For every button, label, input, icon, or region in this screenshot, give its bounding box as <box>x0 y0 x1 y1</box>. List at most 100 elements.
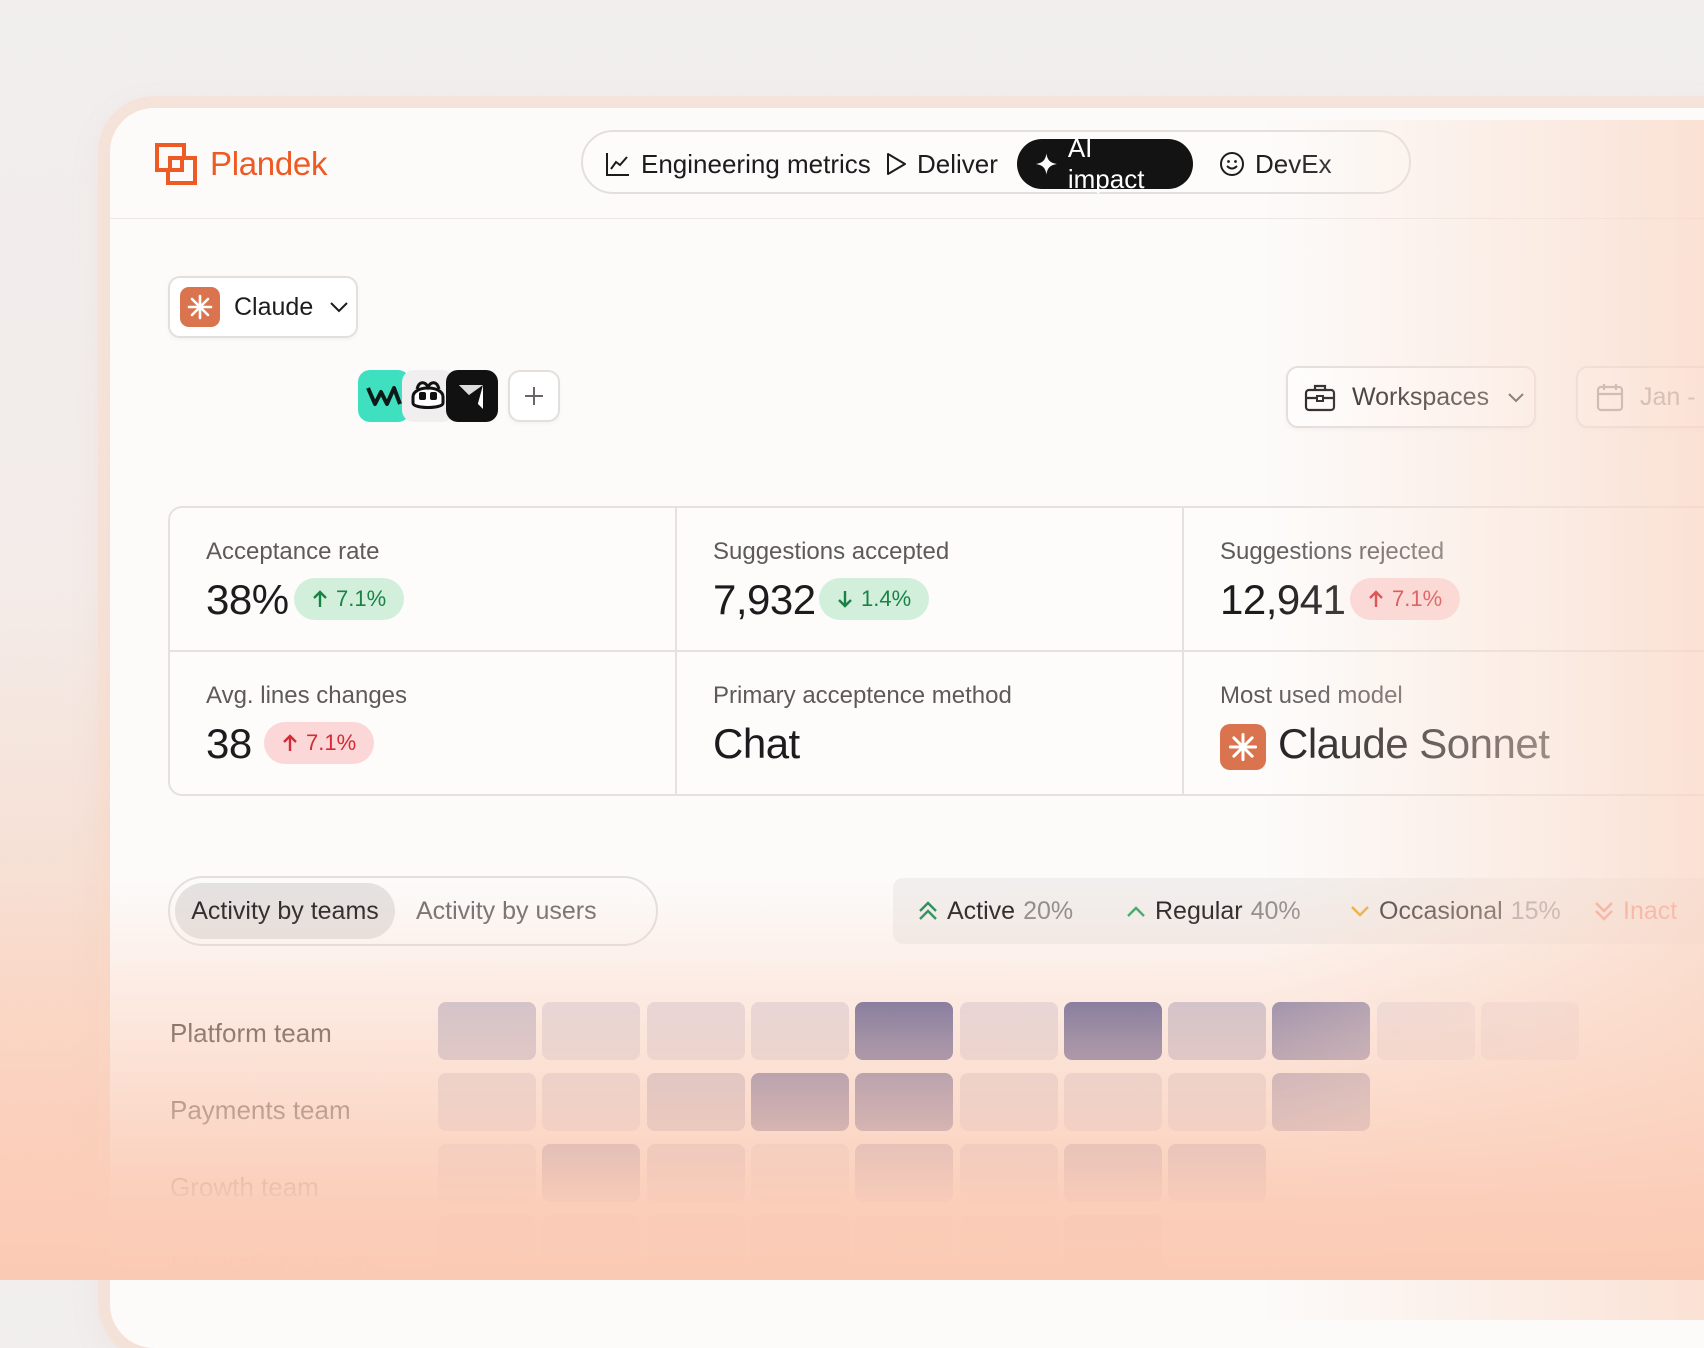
nav-label: AI impact <box>1067 133 1145 194</box>
heatmap-cell[interactable] <box>959 1073 1058 1131</box>
heatmap-cell[interactable] <box>750 1215 849 1273</box>
heatmap-cell[interactable] <box>1168 1002 1267 1060</box>
heatmap-cell[interactable] <box>750 1144 849 1202</box>
chevron-down-icon <box>1508 392 1524 402</box>
assistant-dropdown[interactable]: Claude <box>168 276 358 338</box>
heatmap-cell[interactable] <box>1481 1002 1579 1060</box>
heatmap-cell[interactable] <box>542 1215 641 1273</box>
change-value: 1.4% <box>861 586 912 611</box>
double-chevron-up-icon <box>919 901 937 920</box>
team-label-integrations[interactable]: Integrations team <box>170 1249 371 1279</box>
heatmap-cell[interactable] <box>1272 1073 1371 1131</box>
heatmap-cell[interactable] <box>1063 1002 1162 1060</box>
workspaces-dropdown[interactable]: Workspaces <box>1286 366 1536 428</box>
legend-occasional: Occasional 15% <box>1349 878 1561 944</box>
heatmap-cell[interactable] <box>646 1215 745 1273</box>
heatmap-cell[interactable] <box>959 1215 1058 1273</box>
change-value: 7.1% <box>1392 586 1443 611</box>
heatmap-cell[interactable] <box>542 1144 641 1202</box>
tab-activity-by-users[interactable]: Activity by users <box>416 883 597 939</box>
brand-name: Plandek <box>210 145 328 182</box>
metric-value: 38% <box>206 576 289 623</box>
heatmap-cell[interactable] <box>438 1002 536 1060</box>
chevron-down-icon <box>1351 906 1369 917</box>
metric-label: Avg. lines changes <box>206 682 408 709</box>
plandek-logo-icon <box>155 143 197 185</box>
date-label: Jan - <box>1640 382 1696 411</box>
metric-avg-lines-changes: Avg. lines changes 38 7.1% <box>170 652 675 796</box>
heatmap-cell[interactable] <box>855 1144 954 1202</box>
legend-pct: 20% <box>1023 896 1074 925</box>
team-label-growth[interactable]: Growth team <box>170 1172 319 1202</box>
metric-acceptance-rate: Acceptance rate 38% 7.1% <box>170 508 675 650</box>
heatmap-cell[interactable] <box>750 1073 849 1131</box>
tab-label: Activity by teams <box>191 896 379 925</box>
team-label-platform[interactable]: Platform team <box>170 1018 332 1048</box>
legend-inactive: Inact <box>1593 878 1677 944</box>
heatmap-cell[interactable] <box>750 1002 849 1060</box>
change-badge: 7.1% <box>1350 578 1461 620</box>
heatmap-cell[interactable] <box>646 1002 745 1060</box>
plandek-logo[interactable]: Plandek <box>154 142 327 186</box>
nav-devex[interactable]: DevEx <box>1219 139 1332 189</box>
metric-suggestions-rejected: Suggestions rejected 12,941 7.1% <box>1184 508 1704 650</box>
team-label-payments[interactable]: Payments team <box>170 1095 351 1125</box>
heatmap-cell[interactable] <box>855 1073 954 1131</box>
tab-activity-by-teams[interactable]: Activity by teams <box>175 883 395 939</box>
legend-label: Inact <box>1623 896 1678 925</box>
metric-value: Claude Sonnet <box>1278 720 1550 767</box>
metric-label: Primary acceptence method <box>713 682 1012 709</box>
arrow-up-icon <box>283 734 297 751</box>
nav-label: Engineering metrics <box>641 148 871 179</box>
heatmap-cell[interactable] <box>959 1144 1058 1202</box>
heatmap-cell[interactable] <box>542 1002 641 1060</box>
metric-value: 7,932 <box>713 576 816 623</box>
heatmap-cell[interactable] <box>438 1144 536 1202</box>
briefcase-icon <box>1304 384 1336 412</box>
heatmap-cell[interactable] <box>855 1215 954 1273</box>
metric-primary-acceptance-method: Primary acceptence method Chat <box>677 652 1182 796</box>
double-chevron-down-icon <box>1595 902 1613 921</box>
plus-icon <box>525 387 543 405</box>
metric-label: Suggestions accepted <box>713 538 950 565</box>
sparkle-icon <box>1035 153 1057 175</box>
heatmap-cell[interactable] <box>646 1073 745 1131</box>
heatmap-cell[interactable] <box>542 1073 641 1131</box>
heatmap-cell[interactable] <box>1063 1073 1162 1131</box>
metrics-grid: Acceptance rate 38% 7.1% Suggestions acc… <box>168 506 1704 796</box>
legend-label: Regular <box>1155 896 1243 925</box>
calendar-icon <box>1596 384 1624 412</box>
heatmap-cell[interactable] <box>959 1002 1058 1060</box>
heatmap-cell[interactable] <box>1063 1215 1162 1273</box>
nav-label: DevEx <box>1255 148 1332 179</box>
cursor-logo-icon[interactable] <box>446 370 498 422</box>
heatmap-cell[interactable] <box>1063 1144 1162 1202</box>
metric-label: Most used model <box>1220 682 1403 709</box>
heatmap-cell[interactable] <box>1168 1073 1267 1131</box>
heatmap-cell[interactable] <box>438 1073 536 1131</box>
chevron-up-icon <box>1127 906 1145 917</box>
heatmap-cell[interactable] <box>855 1002 954 1060</box>
legend-regular: Regular 40% <box>1125 878 1301 944</box>
change-badge: 1.4% <box>819 578 930 620</box>
legend-active: Active 20% <box>917 878 1073 944</box>
nav-deliver[interactable]: Deliver <box>885 139 998 189</box>
nav-engineering-metrics[interactable]: Engineering metrics <box>605 139 871 189</box>
metric-label: Acceptance rate <box>206 538 380 565</box>
metric-suggestions-accepted: Suggestions accepted 7,932 1.4% <box>677 508 1182 650</box>
metric-value: 38 <box>206 720 252 767</box>
heatmap-cell[interactable] <box>1168 1144 1267 1202</box>
heatmap-cell[interactable] <box>438 1215 536 1273</box>
date-range-dropdown[interactable]: Jan - <box>1576 366 1704 428</box>
heatmap-cell[interactable] <box>1376 1002 1475 1060</box>
windsurf-logo-icon[interactable] <box>358 370 410 422</box>
arrow-down-icon <box>838 591 852 608</box>
change-value: 7.1% <box>336 586 387 611</box>
workspaces-label: Workspaces <box>1352 382 1490 411</box>
top-bar: Plandek Engineering metrics Deliver AI i… <box>110 108 1704 219</box>
nav-ai-impact[interactable]: AI impact <box>1017 133 1193 194</box>
heatmap-cell[interactable] <box>646 1144 745 1202</box>
add-tool-button[interactable] <box>508 370 560 422</box>
copilot-logo-icon[interactable] <box>402 370 454 422</box>
heatmap-cell[interactable] <box>1272 1002 1371 1060</box>
